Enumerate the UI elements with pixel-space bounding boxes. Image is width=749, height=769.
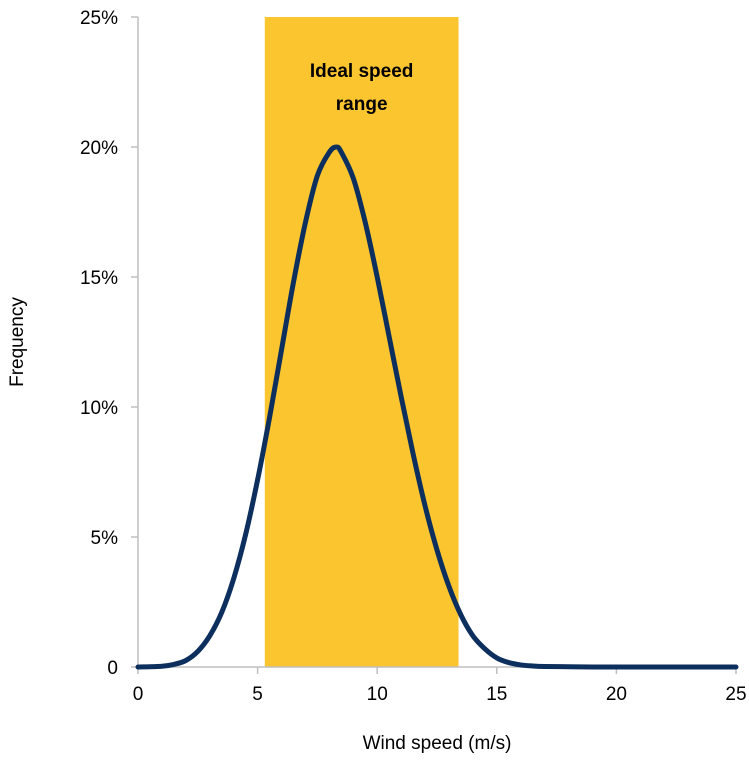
y-axis-ticks: 0 5% 10% 15% 20% 25%	[80, 8, 138, 679]
ideal-speed-band	[264, 17, 459, 667]
y-tick-label: 15%	[80, 268, 118, 289]
band-label-line-2: range	[336, 94, 388, 115]
y-tick-label: 5%	[91, 528, 119, 549]
x-axis-ticks: 0 5 10 15 20 25	[133, 667, 747, 705]
y-tick-label: 0	[107, 658, 118, 679]
y-tick-label: 10%	[80, 398, 118, 419]
x-tick-label: 20	[606, 684, 627, 705]
x-tick-label: 25	[725, 684, 746, 705]
x-tick-label: 10	[367, 684, 388, 705]
x-axis-label: Wind speed (m/s)	[363, 733, 512, 754]
y-tick-label: 20%	[80, 138, 118, 159]
frequency-curve	[135, 144, 739, 670]
y-tick-label: 25%	[80, 8, 118, 29]
band-label-line-1: Ideal speed	[310, 61, 414, 82]
y-axis-label: Frequency	[7, 297, 28, 387]
x-tick-label: 15	[486, 684, 507, 705]
x-tick-label: 0	[133, 684, 144, 705]
x-tick-label: 5	[252, 684, 263, 705]
